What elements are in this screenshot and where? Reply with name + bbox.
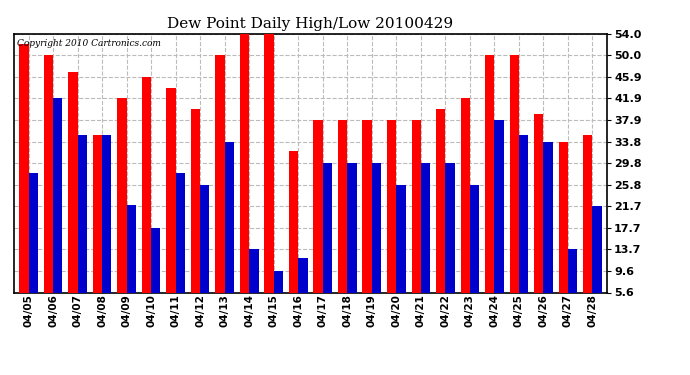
Bar bbox=[191, 109, 200, 322]
Bar bbox=[151, 228, 161, 322]
Bar bbox=[28, 173, 38, 322]
Bar bbox=[396, 184, 406, 322]
Bar bbox=[568, 249, 578, 322]
Bar bbox=[142, 77, 151, 322]
Bar bbox=[215, 55, 225, 322]
Bar bbox=[510, 55, 519, 322]
Bar bbox=[347, 163, 357, 322]
Bar bbox=[53, 99, 62, 322]
Bar bbox=[323, 163, 332, 322]
Bar bbox=[436, 109, 445, 322]
Bar bbox=[43, 55, 53, 322]
Bar bbox=[445, 163, 455, 322]
Title: Dew Point Daily High/Low 20100429: Dew Point Daily High/Low 20100429 bbox=[168, 17, 453, 31]
Bar bbox=[200, 184, 210, 322]
Bar bbox=[92, 135, 102, 322]
Bar bbox=[544, 142, 553, 322]
Bar bbox=[240, 34, 249, 322]
Text: Copyright 2010 Cartronics.com: Copyright 2010 Cartronics.com bbox=[17, 39, 161, 48]
Bar bbox=[176, 173, 185, 322]
Bar bbox=[421, 163, 430, 322]
Bar bbox=[117, 99, 126, 322]
Bar bbox=[225, 142, 234, 322]
Bar bbox=[313, 120, 323, 322]
Bar bbox=[559, 142, 568, 322]
Bar bbox=[338, 120, 347, 322]
Bar bbox=[470, 184, 479, 322]
Bar bbox=[534, 114, 544, 322]
Bar bbox=[485, 55, 495, 322]
Bar bbox=[362, 120, 372, 322]
Bar bbox=[249, 249, 259, 322]
Bar bbox=[289, 152, 298, 322]
Bar bbox=[264, 34, 274, 322]
Bar bbox=[19, 45, 28, 322]
Bar bbox=[274, 271, 283, 322]
Bar bbox=[387, 120, 396, 322]
Bar bbox=[126, 205, 136, 322]
Bar bbox=[583, 135, 593, 322]
Bar bbox=[102, 135, 111, 322]
Bar bbox=[411, 120, 421, 322]
Bar bbox=[77, 135, 87, 322]
Bar bbox=[166, 88, 176, 322]
Bar bbox=[519, 135, 529, 322]
Bar bbox=[460, 99, 470, 322]
Bar bbox=[593, 206, 602, 322]
Bar bbox=[298, 258, 308, 322]
Bar bbox=[495, 120, 504, 322]
Bar bbox=[68, 72, 77, 322]
Bar bbox=[372, 163, 381, 322]
